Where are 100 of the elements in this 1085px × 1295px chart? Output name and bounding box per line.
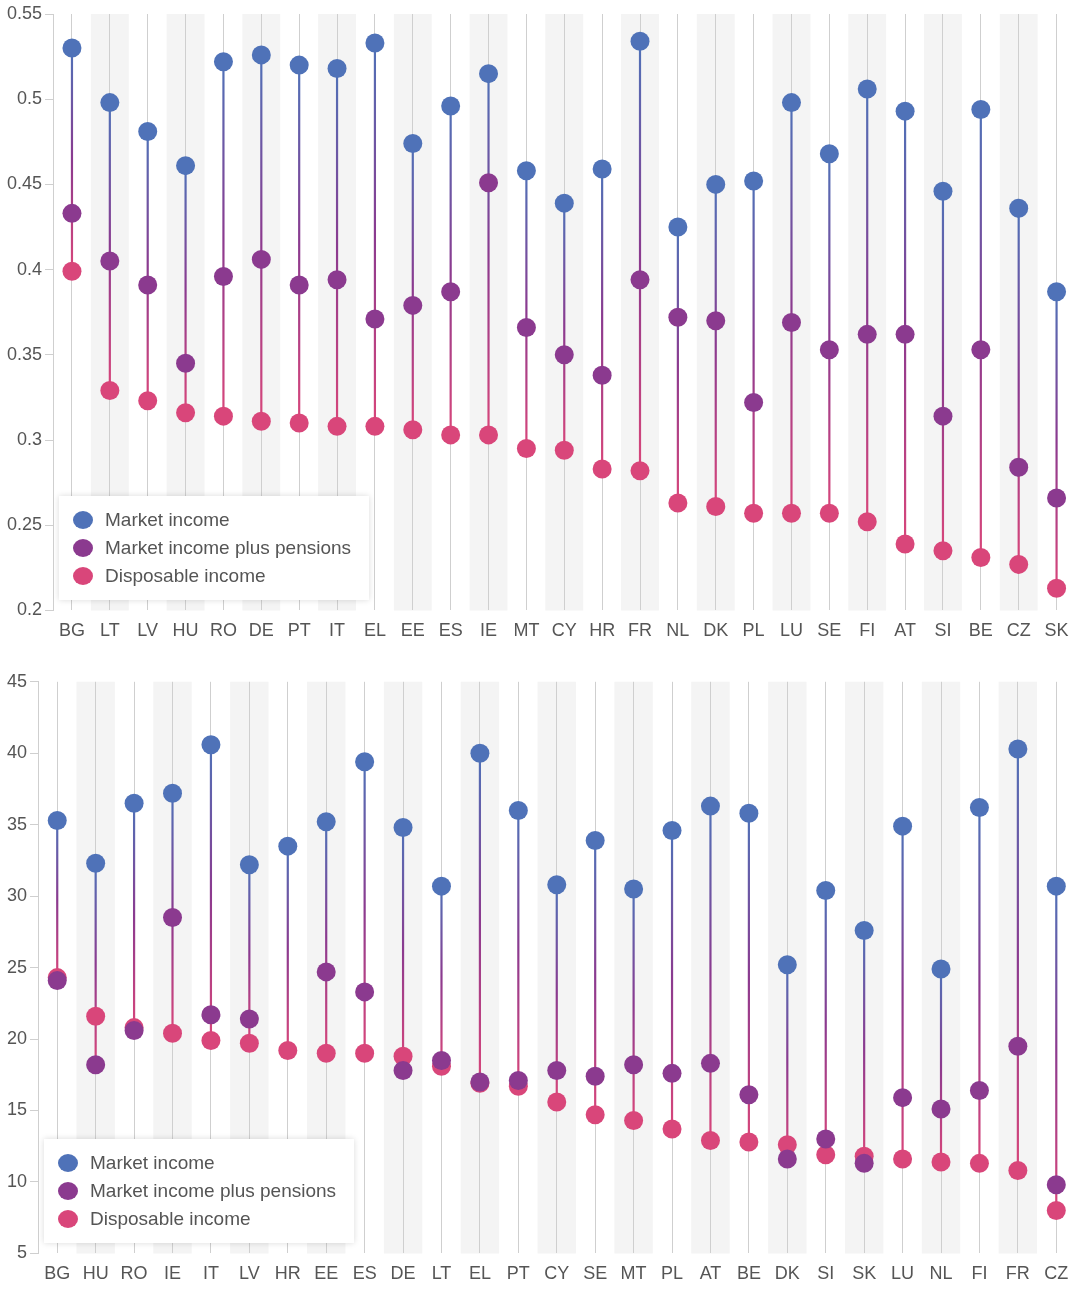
point <box>893 1088 913 1108</box>
x-tick-label: DE <box>390 1263 416 1284</box>
x-tick-label: EE <box>400 620 425 641</box>
point <box>62 203 82 223</box>
point <box>706 496 726 516</box>
point <box>744 171 764 191</box>
legend-label: Disposable income <box>105 565 266 588</box>
x-tick-label: ES <box>438 620 463 641</box>
point <box>176 403 196 423</box>
x-tick-label: SK <box>852 1263 877 1284</box>
x-tick-label: IT <box>202 1263 219 1284</box>
point <box>393 818 413 838</box>
point <box>630 31 650 51</box>
point <box>668 217 688 237</box>
point <box>1008 1036 1028 1056</box>
x-tick-label: SE <box>817 620 842 641</box>
x-tick-label: AT <box>894 620 916 641</box>
point <box>554 440 574 460</box>
y-tick-label: 0.3 <box>17 428 43 449</box>
point <box>47 810 67 830</box>
point <box>630 461 650 481</box>
point <box>431 876 451 896</box>
x-tick-label: CZ <box>1006 620 1031 641</box>
point <box>1047 488 1067 508</box>
legend-label: Market income plus pensions <box>90 1180 337 1203</box>
point <box>327 416 347 436</box>
y-tick-label: 10 <box>6 1170 28 1191</box>
x-tick-label: MT <box>513 620 540 641</box>
x-tick-label: LU <box>779 620 803 641</box>
point <box>971 340 991 360</box>
point <box>854 920 874 940</box>
x-tick-label: FR <box>1005 1263 1030 1284</box>
point <box>316 812 336 832</box>
point <box>1008 739 1028 759</box>
point <box>176 156 196 176</box>
point <box>289 55 309 75</box>
point <box>585 830 605 850</box>
point <box>554 193 574 213</box>
point <box>744 393 764 413</box>
point <box>895 324 915 344</box>
legend-label: Market income <box>90 1152 215 1175</box>
point <box>816 1129 836 1149</box>
x-tick-label: BE <box>736 1263 761 1284</box>
point <box>86 1055 106 1075</box>
point <box>592 459 612 479</box>
legend-label: Market income plus pensions <box>105 537 352 560</box>
point <box>816 1145 836 1165</box>
point <box>479 64 499 84</box>
point <box>781 312 801 332</box>
x-tick-label: FR <box>628 620 652 641</box>
legend-label: Market income <box>105 509 230 532</box>
point <box>662 1119 682 1139</box>
point <box>971 99 991 119</box>
x-tick-label: HR <box>274 1263 301 1284</box>
x-tick-label: HU <box>172 620 199 641</box>
point <box>100 93 120 113</box>
point <box>739 1132 759 1152</box>
point <box>62 38 82 58</box>
x-tick-label: LV <box>239 1263 260 1284</box>
x-tick-label: NL <box>929 1263 953 1284</box>
point <box>1046 876 1066 896</box>
point <box>931 1099 951 1119</box>
point <box>554 345 574 365</box>
point <box>630 270 650 290</box>
point <box>138 122 158 142</box>
point <box>668 307 688 327</box>
x-tick-label: SE <box>583 1263 608 1284</box>
x-tick-label: LU <box>891 1263 915 1284</box>
y-tick-label: 5 <box>17 1242 28 1263</box>
point <box>62 261 82 281</box>
x-tick-label: CY <box>544 1263 570 1284</box>
point <box>1046 1201 1066 1221</box>
point <box>403 420 423 440</box>
point <box>289 413 309 433</box>
x-tick-label: IT <box>329 620 346 641</box>
point <box>201 1030 221 1050</box>
y-tick-label: 0.2 <box>17 599 43 620</box>
point <box>508 800 528 820</box>
x-tick-label: PT <box>506 1263 530 1284</box>
point <box>739 1085 759 1105</box>
point <box>365 33 385 53</box>
point <box>441 96 461 116</box>
point <box>86 1006 106 1026</box>
point <box>355 982 375 1002</box>
point <box>251 411 271 431</box>
x-tick-label: CY <box>551 620 577 641</box>
point <box>239 1009 259 1029</box>
point <box>969 798 989 818</box>
point <box>933 406 953 426</box>
point <box>700 796 720 816</box>
point <box>781 93 801 113</box>
x-tick-label: LT <box>100 620 120 641</box>
point <box>744 503 764 523</box>
x-tick-label: EE <box>314 1263 339 1284</box>
x-tick-label: PL <box>742 620 765 641</box>
point <box>700 1131 720 1151</box>
point <box>213 406 233 426</box>
point <box>857 79 877 99</box>
point <box>403 295 423 315</box>
point <box>895 101 915 121</box>
